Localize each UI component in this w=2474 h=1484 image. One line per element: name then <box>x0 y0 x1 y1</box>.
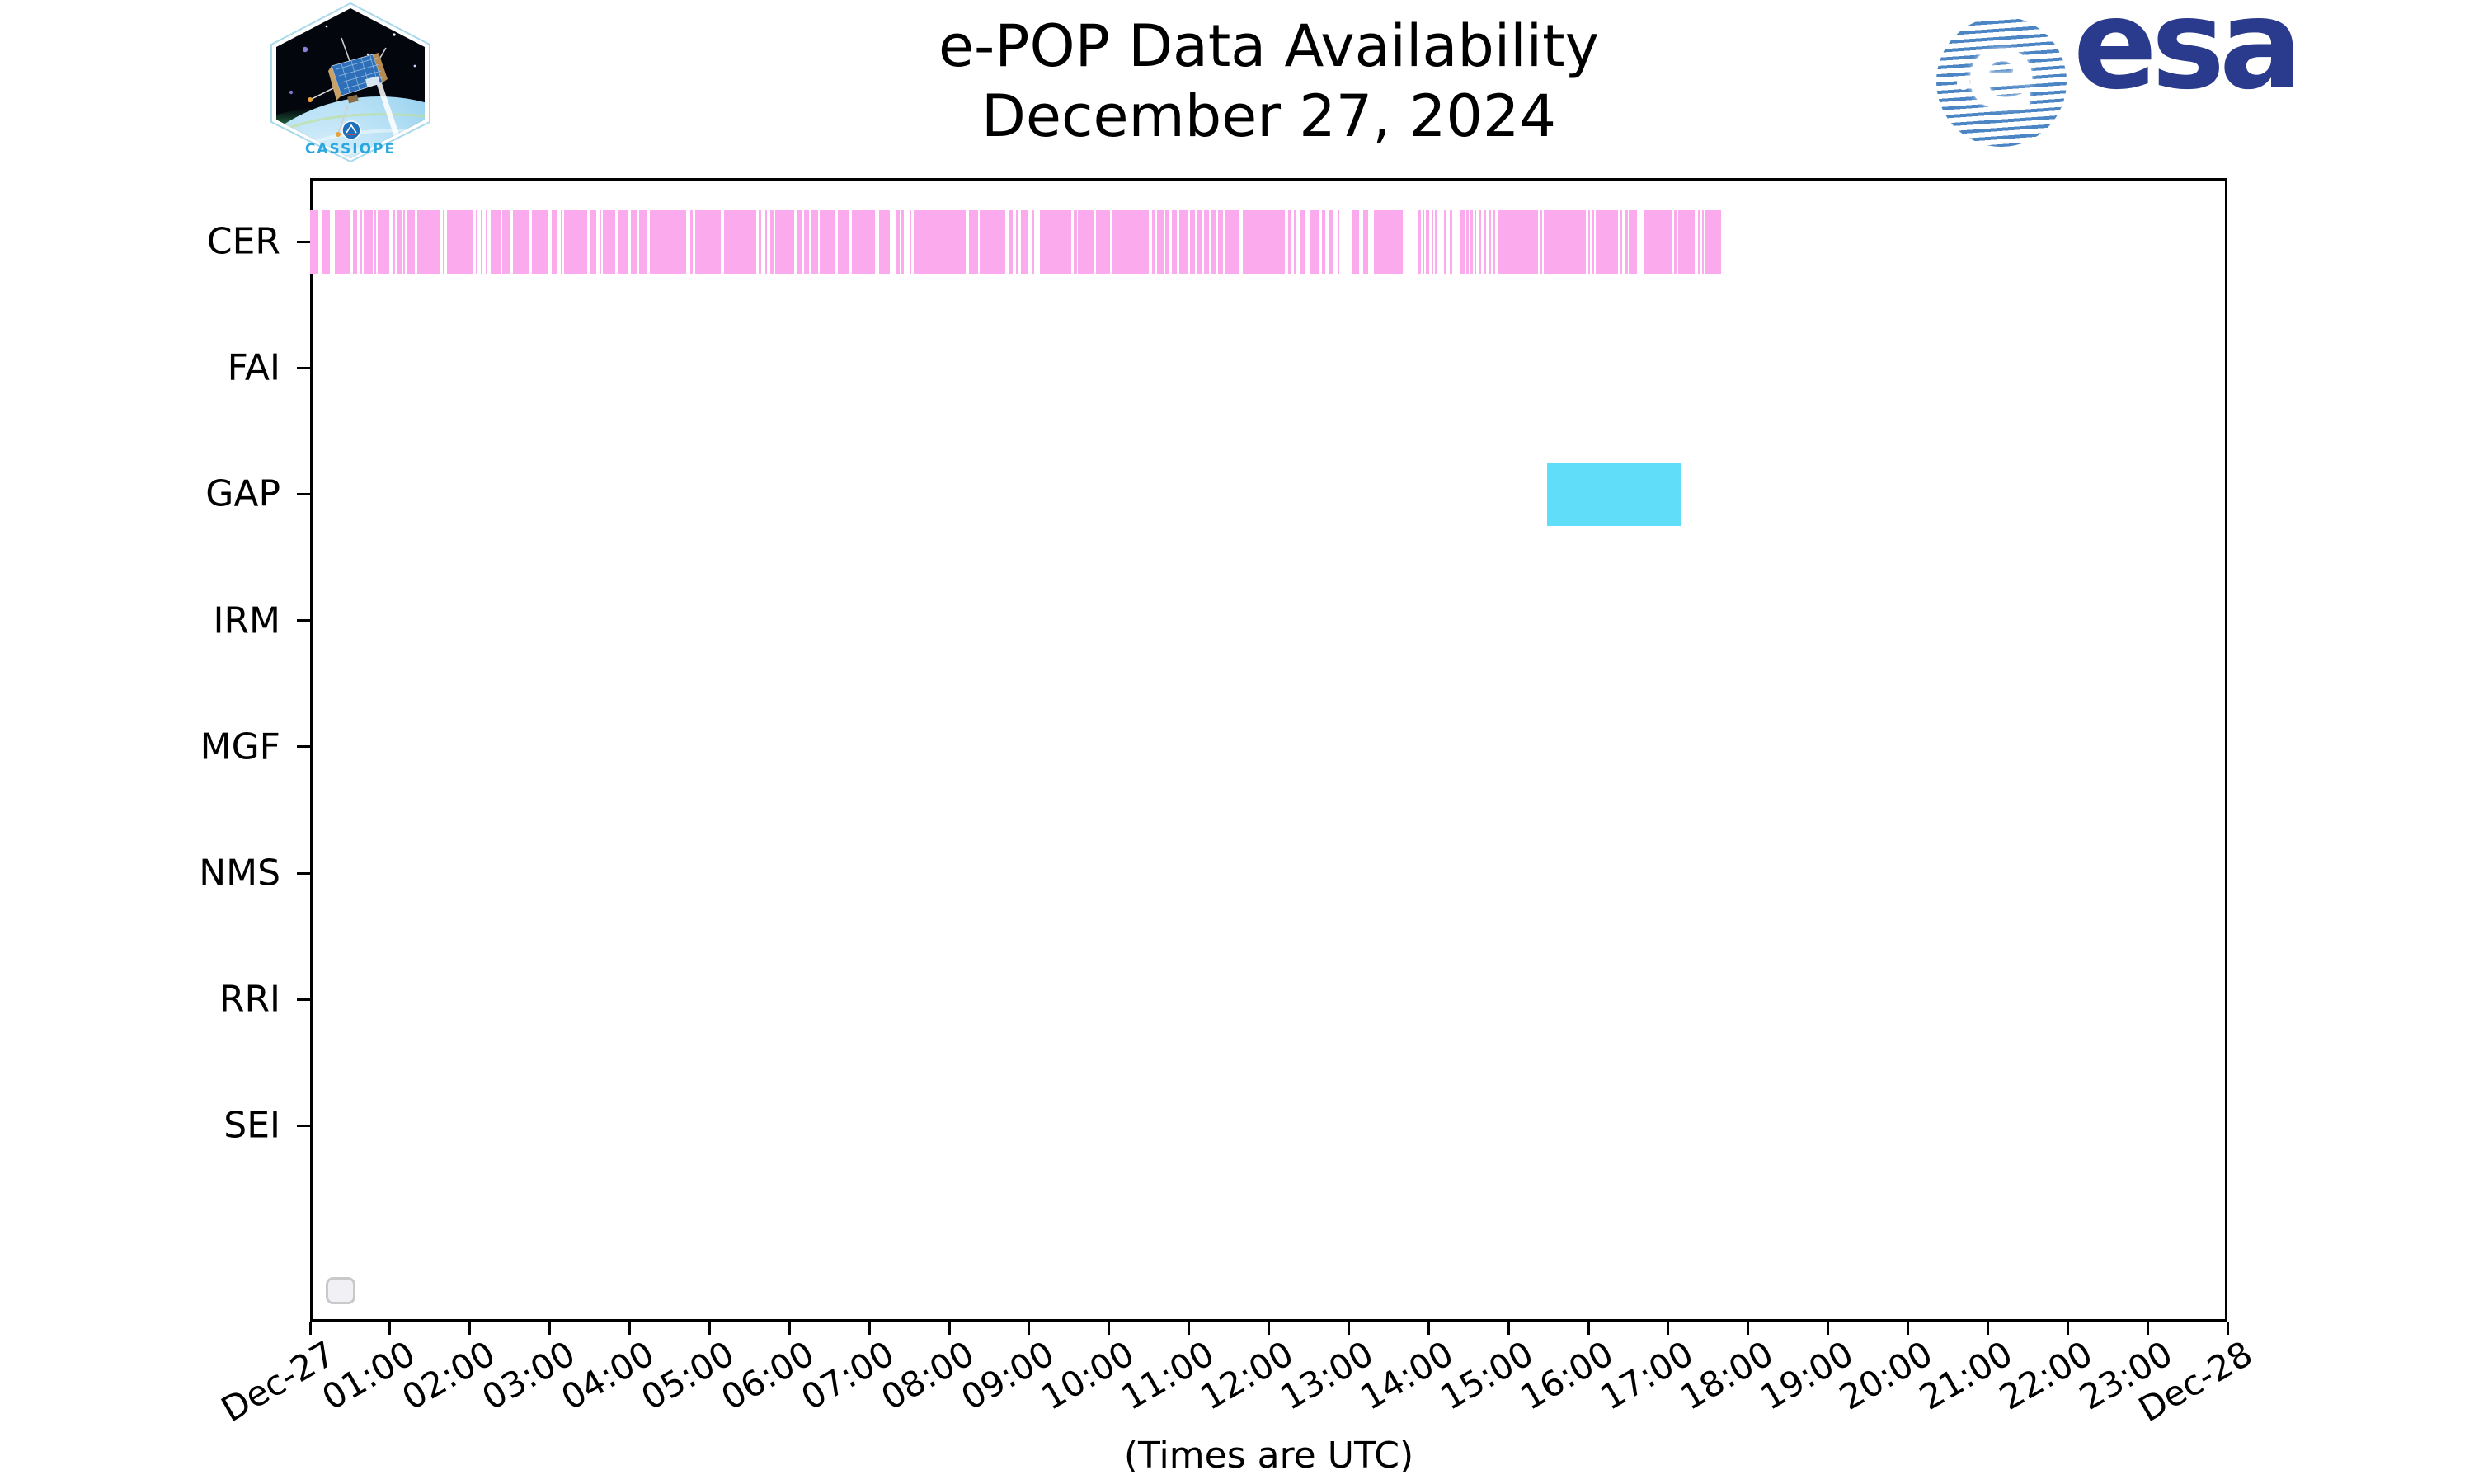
x-tick-mark <box>308 1322 312 1335</box>
y-tick-label-irm: IRM <box>213 599 280 642</box>
y-tick-mark <box>297 871 310 875</box>
x-tick-mark <box>1587 1322 1590 1335</box>
x-tick-label: 18:00 <box>1672 1333 1780 1418</box>
esa-wordmark: esa <box>2073 0 2302 117</box>
x-tick-mark <box>1427 1322 1430 1335</box>
x-tick-mark <box>2226 1322 2229 1335</box>
x-tick-mark <box>1347 1322 1350 1335</box>
satellite-icon <box>308 37 388 137</box>
x-tick-mark <box>1507 1322 1510 1335</box>
chart-title: e-POP Data Availability <box>938 12 1600 80</box>
x-tick-mark <box>468 1322 472 1335</box>
cassiope-label: CASSIOPE <box>305 141 396 157</box>
y-tick-mark <box>297 998 310 1001</box>
x-tick-mark <box>548 1322 552 1335</box>
x-tick-label: 08:00 <box>874 1333 981 1418</box>
x-tick-label: 02:00 <box>394 1333 502 1418</box>
y-tick-label-sei: SEI <box>223 1104 280 1147</box>
x-tick-mark <box>1747 1322 1750 1335</box>
esa-logo: e esa <box>1936 0 2302 153</box>
x-tick-mark <box>628 1322 631 1335</box>
chart-title-block: e-POP Data Availability December 27, 202… <box>310 12 2227 152</box>
x-tick-label: 16:00 <box>1513 1333 1620 1418</box>
esa-globe-letter: e <box>1965 16 2038 134</box>
esa-globe-icon: e <box>1936 16 2067 147</box>
x-tick-label: 10:00 <box>1033 1333 1141 1418</box>
y-tick-mark <box>297 619 310 622</box>
y-tick-label-fai: FAI <box>227 346 280 389</box>
y-tick-mark <box>297 492 310 495</box>
cassiope-mission-patch-logo: CASSIOPE <box>262 2 439 163</box>
x-tick-mark <box>948 1322 951 1335</box>
x-tick-mark <box>388 1322 392 1335</box>
x-tick-mark <box>1028 1322 1031 1335</box>
y-tick-label-nms: NMS <box>199 852 280 895</box>
chart-subtitle-date: December 27, 2024 <box>981 82 1556 150</box>
x-tick-mark <box>2066 1322 2069 1335</box>
y-tick-mark <box>297 745 310 749</box>
cassiope-patch-icon: CASSIOPE <box>270 2 430 163</box>
x-tick-mark <box>1827 1322 1830 1335</box>
y-tick-label-mgf: MGF <box>200 726 280 768</box>
y-tick-label-gap: GAP <box>205 472 280 515</box>
legend-box <box>326 1277 355 1304</box>
x-tick-mark <box>1907 1322 1909 1335</box>
x-tick-mark <box>708 1322 711 1335</box>
x-tick-mark <box>788 1322 791 1335</box>
x-tick-mark <box>1188 1322 1191 1335</box>
plot-area <box>310 178 2227 1322</box>
x-tick-mark <box>1268 1322 1270 1335</box>
y-tick-mark <box>297 1124 310 1127</box>
x-tick-label: 09:00 <box>954 1333 1061 1418</box>
y-tick-label-rri: RRI <box>219 978 280 1021</box>
x-tick-mark <box>1108 1322 1111 1335</box>
y-tick-mark <box>297 240 310 243</box>
x-tick-mark <box>868 1322 871 1335</box>
y-tick-label-cer: CER <box>206 220 280 263</box>
x-tick-mark <box>1986 1322 1989 1335</box>
y-tick-mark <box>297 366 310 369</box>
x-axis-label: (Times are UTC) <box>1123 1435 1414 1477</box>
x-tick-mark <box>1667 1322 1670 1335</box>
x-tick-label: 17:00 <box>1593 1333 1700 1418</box>
esa-globe-dot <box>1957 76 1971 90</box>
x-tick-label: 01:00 <box>315 1333 422 1418</box>
x-tick-mark <box>2146 1322 2149 1335</box>
